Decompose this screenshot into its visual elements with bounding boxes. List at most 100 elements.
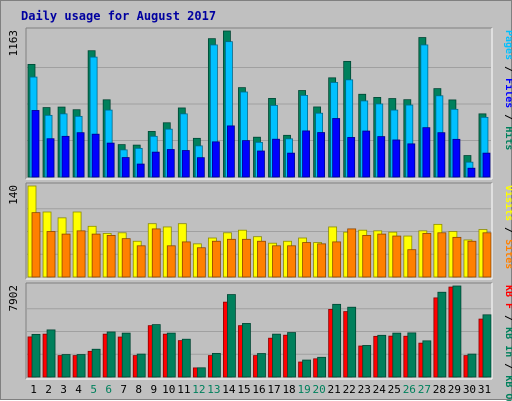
bar-sites [287, 245, 296, 278]
bar-kb-in [482, 314, 492, 378]
x-tick-label: 22 [343, 383, 356, 396]
bar-pages [121, 157, 130, 178]
x-tick-label: 25 [388, 383, 401, 396]
bar-sites [136, 245, 146, 278]
x-tick-label: 21 [328, 383, 341, 396]
bar-sites [392, 235, 402, 278]
bar-sites [332, 241, 342, 278]
bar-kb-in [392, 332, 402, 378]
bar-kb-in [407, 332, 417, 378]
bar-kb-in [437, 291, 447, 378]
bar-pages [227, 125, 235, 178]
bar-sites [257, 240, 266, 278]
bar-kb-in [242, 323, 251, 378]
bar-sites [407, 249, 417, 278]
x-tick-label: 9 [150, 383, 157, 396]
bar-sites [437, 232, 447, 278]
bar-pages [196, 157, 205, 178]
bar-pages [151, 151, 160, 178]
x-tick-label: 28 [433, 383, 446, 396]
bar-sites [166, 245, 176, 278]
panel-mid: 140 Visits / Sites [7, 182, 512, 280]
bar-pages [31, 110, 40, 178]
x-tick-label: 7 [120, 383, 127, 396]
legend-part: Pages [503, 30, 512, 60]
bar-sites [106, 234, 116, 278]
legend-part: KB Out [503, 375, 512, 401]
panel-side-legend: KB F / KB In / KB Out [503, 285, 512, 401]
bar-sites [46, 231, 56, 278]
bar-pages [287, 152, 295, 178]
panel-side-legend: Pages / Files / Hits [503, 30, 512, 150]
bar-kb-in [377, 334, 387, 378]
bar-sites [227, 238, 236, 278]
x-tick-label: 12 [192, 383, 205, 396]
x-tick-label: 18 [282, 383, 295, 396]
x-tick-label: 4 [75, 383, 82, 396]
bar-sites [121, 238, 131, 278]
bar-sites [482, 232, 492, 278]
bar-kb-in [227, 294, 236, 378]
legend-part: Visits [503, 185, 512, 221]
bar-kb-in [332, 303, 342, 378]
x-tick-label: 26 [403, 383, 416, 396]
bar-sites [467, 240, 477, 278]
bar-sites [76, 230, 86, 278]
bar-pages [392, 139, 401, 178]
bar-kb-in [317, 356, 327, 378]
bar-pages [407, 143, 416, 178]
x-tick-label: 23 [358, 383, 371, 396]
bar-kb-in [166, 332, 176, 378]
bar-pages [257, 150, 265, 178]
bar-pages [136, 163, 145, 178]
bar-pages [347, 137, 356, 178]
bar-kb-in [196, 367, 206, 378]
bar-kb-in [46, 329, 56, 378]
bar-kb-in [422, 340, 432, 378]
bar-pages [332, 118, 341, 178]
bar-pages [377, 136, 386, 178]
bar-kb-in [91, 348, 101, 378]
bar-sites [302, 242, 311, 278]
bar-kb-in [61, 354, 71, 378]
bar-kb-in [347, 306, 357, 378]
bar-pages [61, 135, 70, 178]
bar-kb-in [121, 332, 131, 378]
x-tick-label: 11 [177, 383, 190, 396]
bar-kb-in [467, 353, 477, 378]
panel-max-label: 7902 [7, 285, 20, 312]
bar-sites [61, 233, 71, 278]
panel-top: 1163 Pages / Files / Hits [7, 27, 512, 180]
x-tick-label: 30 [463, 383, 476, 396]
bar-pages [91, 133, 100, 178]
bar-sites [422, 233, 432, 278]
bar-pages [437, 132, 446, 178]
bar-pages [166, 149, 175, 178]
x-tick-label: 16 [252, 383, 265, 396]
x-tick-label: 3 [60, 383, 67, 396]
bar-sites [151, 228, 161, 278]
x-tick-label: 6 [105, 383, 112, 396]
bar-kb-in [452, 285, 462, 378]
bar-sites [91, 233, 101, 278]
legend-part: Hits [503, 126, 512, 150]
bar-kb-in [211, 352, 221, 378]
bar-sites [242, 238, 251, 278]
bar-pages [46, 138, 55, 178]
bar-sites [211, 240, 221, 278]
bar-sites [452, 236, 462, 278]
bar-sites [317, 243, 327, 278]
legend-part: KB In [503, 327, 512, 357]
bar-pages [76, 132, 85, 178]
bar-kb-in [151, 324, 161, 378]
bar-kb-in [136, 353, 146, 378]
legend-part: KB F [503, 285, 512, 309]
bar-sites [377, 233, 387, 278]
panel-side-legend: Visits / Sites [503, 185, 512, 269]
bar-kb-in [181, 338, 191, 378]
legend-part: / [503, 60, 512, 78]
bar-kb-in [257, 353, 266, 378]
x-tick-label: 24 [373, 383, 387, 396]
x-tick-label: 1 [30, 383, 37, 396]
